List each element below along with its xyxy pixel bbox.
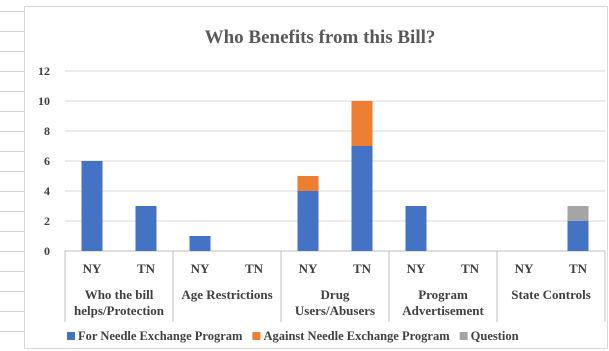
sheet-row-line bbox=[0, 231, 24, 232]
group-label-line: Advertisement bbox=[402, 303, 484, 318]
y-tick-label: 12 bbox=[38, 64, 50, 78]
sheet-row-line bbox=[0, 31, 24, 32]
y-tick-label: 2 bbox=[44, 214, 50, 228]
bar-segment bbox=[567, 221, 589, 251]
sheet-row-line bbox=[0, 191, 24, 192]
group-label-line: Age Restrictions bbox=[181, 287, 272, 302]
y-tick-label: 0 bbox=[44, 244, 50, 258]
bar-segment bbox=[189, 236, 211, 251]
bar-segment bbox=[297, 191, 319, 251]
bar-segment bbox=[405, 206, 427, 251]
sheet-row-line bbox=[0, 331, 24, 332]
group-label: Who the bill helps/Protection bbox=[74, 287, 165, 318]
y-tick-label: 10 bbox=[38, 94, 50, 108]
x-tick-label: TN bbox=[461, 261, 480, 276]
group-label-line: helps/Protection bbox=[74, 303, 165, 318]
spreadsheet-gridlines bbox=[0, 0, 24, 351]
sheet-row-line bbox=[0, 11, 24, 12]
sheet-row-line bbox=[0, 111, 24, 112]
group-label-line: Users/Abusers bbox=[295, 303, 375, 318]
x-tick-label: NY bbox=[191, 261, 210, 276]
group-label-line: Program bbox=[418, 287, 468, 302]
group-label: State Controls bbox=[511, 287, 591, 302]
x-tick-label: TN bbox=[569, 261, 588, 276]
bar-segment bbox=[351, 101, 373, 146]
bar-segment bbox=[135, 206, 157, 251]
sheet-row-line bbox=[0, 251, 24, 252]
bar-segment bbox=[297, 176, 319, 191]
y-tick-label: 4 bbox=[44, 184, 50, 198]
group-label: Program Advertisement bbox=[402, 287, 484, 318]
group-label-line: Drug bbox=[321, 287, 350, 302]
group-label-line: State Controls bbox=[511, 287, 591, 302]
group-label: Age Restrictions bbox=[181, 287, 272, 302]
y-tick-label: 6 bbox=[44, 154, 50, 168]
legend-label: Question bbox=[471, 329, 519, 343]
stacked-bar-chart: Who Benefits from this Bill? 0 2 4 6 8 10 12 NY… bbox=[38, 27, 606, 343]
sheet-row-line bbox=[0, 131, 24, 132]
x-tick-label: NY bbox=[407, 261, 426, 276]
sheet-row-line bbox=[0, 311, 24, 312]
sheet-row-line bbox=[0, 171, 24, 172]
chart-container[interactable]: Who Benefits from this Bill? 0 2 4 6 8 10 12 NY… bbox=[24, 6, 608, 349]
x-tick-label: TN bbox=[137, 261, 156, 276]
sheet-row-line bbox=[0, 151, 24, 152]
sheet-row-line bbox=[0, 291, 24, 292]
y-tick-label: 8 bbox=[44, 124, 50, 138]
group-label-line: Who the bill bbox=[85, 287, 154, 302]
bar-segment bbox=[351, 146, 373, 251]
sheet-row-line bbox=[0, 211, 24, 212]
legend-swatch bbox=[67, 332, 75, 340]
sheet-row-line bbox=[0, 271, 24, 272]
x-tick-label: TN bbox=[245, 261, 264, 276]
legend-label: Against Needle Exchange Program bbox=[263, 329, 450, 343]
x-tick-label: NY bbox=[299, 261, 318, 276]
sheet-row-line bbox=[0, 51, 24, 52]
legend-swatch bbox=[252, 332, 261, 340]
chart-title: Who Benefits from this Bill? bbox=[205, 27, 436, 48]
bar-segment bbox=[81, 161, 103, 251]
bar-segment bbox=[567, 206, 589, 221]
group-label: Drug Users/Abusers bbox=[295, 287, 375, 318]
sheet-row-line bbox=[0, 91, 24, 92]
legend-swatch bbox=[459, 332, 468, 340]
x-tick-label: TN bbox=[353, 261, 372, 276]
legend-label: For Needle Exchange Program bbox=[78, 329, 243, 343]
x-tick-label: NY bbox=[515, 261, 534, 276]
sheet-row-line bbox=[0, 71, 24, 72]
x-tick-label: NY bbox=[83, 261, 102, 276]
